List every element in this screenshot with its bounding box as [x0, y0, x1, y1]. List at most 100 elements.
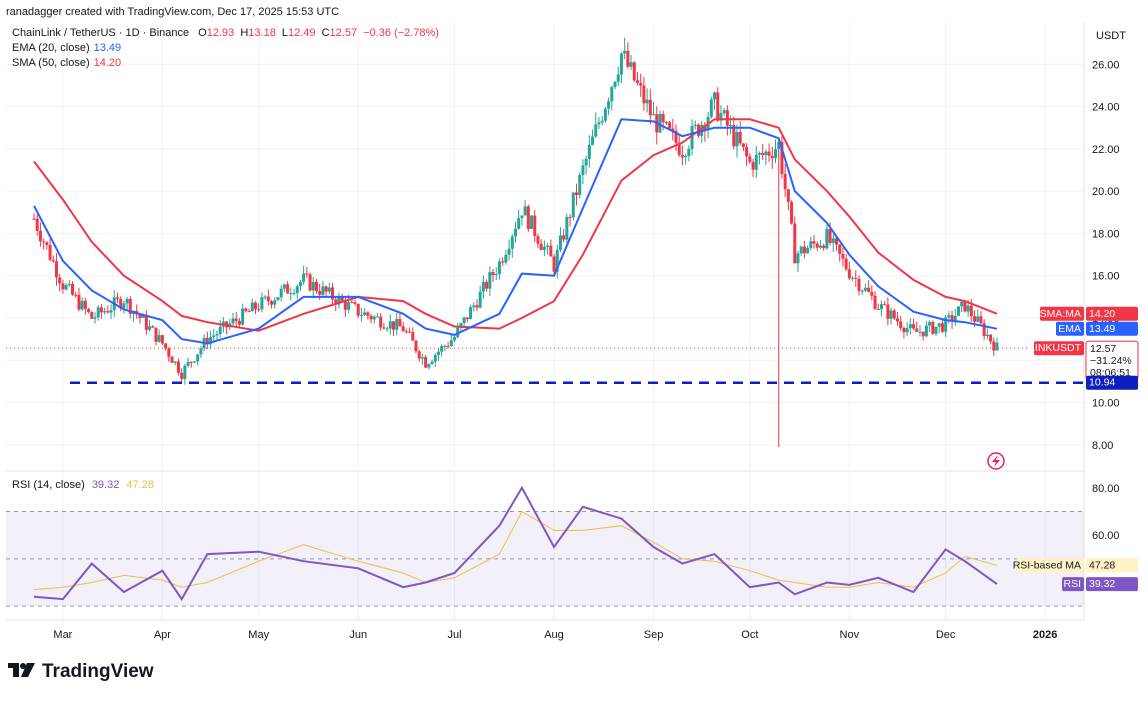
candle	[446, 341, 450, 349]
candle	[815, 241, 819, 252]
candle	[899, 315, 903, 331]
candle	[565, 213, 569, 244]
candle	[542, 240, 546, 257]
candle	[379, 312, 383, 331]
candle	[757, 151, 761, 165]
candle	[347, 295, 351, 314]
sma-50-line	[33, 118, 998, 332]
candle	[677, 134, 681, 157]
rsi-tick-label: 80.00	[1092, 483, 1120, 495]
candle	[870, 285, 874, 301]
candle	[128, 296, 132, 319]
candle	[449, 334, 453, 347]
candle	[167, 346, 171, 362]
candle	[979, 311, 983, 325]
candle	[876, 303, 880, 310]
candle	[812, 234, 816, 249]
candle	[443, 344, 447, 352]
candle	[822, 243, 826, 251]
candle	[725, 105, 729, 136]
candle	[539, 239, 543, 251]
candle	[960, 299, 964, 313]
rsi-legend[interactable]: RSI (14, close) 39.32 47.28	[12, 479, 154, 491]
candle	[109, 304, 113, 320]
ohlc-change: −0.36 (−2.78%)	[363, 27, 439, 39]
time-tick-label: 2026	[1033, 629, 1057, 641]
candle	[774, 139, 778, 164]
candle	[607, 97, 611, 116]
candle	[616, 66, 620, 87]
candle	[985, 328, 989, 340]
symbol-legend[interactable]: ChainLink / TetherUS · 1D · Binance O12.…	[12, 27, 442, 39]
sma-label: SMA (50, close)	[12, 57, 90, 69]
candle	[780, 136, 784, 179]
candle	[205, 331, 209, 349]
candle	[273, 297, 277, 309]
candle	[838, 244, 842, 262]
candle	[430, 359, 434, 365]
candle	[250, 298, 254, 312]
candle	[61, 279, 65, 294]
candle	[247, 308, 251, 313]
sma-tag-label: SMA:MA	[1040, 306, 1084, 321]
candle	[125, 296, 129, 311]
candle	[462, 316, 466, 327]
candle	[536, 233, 540, 249]
candle	[995, 337, 999, 351]
candle	[989, 334, 993, 345]
brand-name: TradingView	[42, 661, 154, 682]
candle	[639, 73, 643, 97]
ema-legend[interactable]: EMA (20, close) 13.49	[12, 42, 121, 54]
candle	[802, 240, 806, 259]
candle	[99, 304, 103, 319]
sma-legend[interactable]: SMA (50, close) 14.20	[12, 57, 121, 69]
candle	[629, 55, 633, 71]
candle	[176, 358, 180, 376]
candle	[488, 266, 492, 296]
candle	[64, 282, 68, 291]
candle	[767, 143, 771, 162]
candle	[860, 289, 864, 295]
candle	[266, 289, 270, 306]
candle	[956, 306, 960, 317]
candle	[144, 310, 148, 335]
candle	[783, 163, 787, 198]
candle	[295, 284, 299, 300]
candle	[600, 116, 604, 126]
candle	[863, 283, 867, 293]
tradingview-logo[interactable]: TradingView	[8, 661, 154, 683]
rsi-line	[33, 485, 998, 601]
candle	[533, 210, 537, 242]
candle	[494, 267, 498, 281]
candle	[215, 330, 219, 341]
candle	[799, 245, 803, 257]
candle	[668, 120, 672, 130]
candle	[77, 287, 81, 312]
candle	[915, 321, 919, 332]
price-tick-label: 20.00	[1092, 186, 1120, 198]
candle	[241, 303, 245, 326]
candle	[96, 304, 100, 321]
candle	[411, 327, 415, 341]
candle	[790, 200, 794, 225]
svg-text:39.32: 39.32	[1089, 578, 1115, 590]
lightning-icon[interactable]	[987, 452, 1005, 470]
price-unit[interactable]: USDT	[1096, 30, 1126, 42]
rsi-label: RSI (14, close)	[12, 479, 85, 491]
candle	[732, 116, 736, 150]
candle	[761, 143, 765, 160]
candle	[806, 245, 810, 254]
sma-value: 14.20	[93, 57, 122, 69]
candle	[58, 273, 62, 292]
svg-text:14.20: 14.20	[1089, 308, 1115, 320]
candle	[186, 357, 190, 368]
candle	[514, 221, 517, 243]
candle	[818, 239, 822, 249]
candle	[619, 52, 623, 84]
candle	[501, 257, 505, 266]
candle	[67, 280, 71, 288]
candle	[895, 311, 899, 326]
candle	[382, 322, 386, 330]
